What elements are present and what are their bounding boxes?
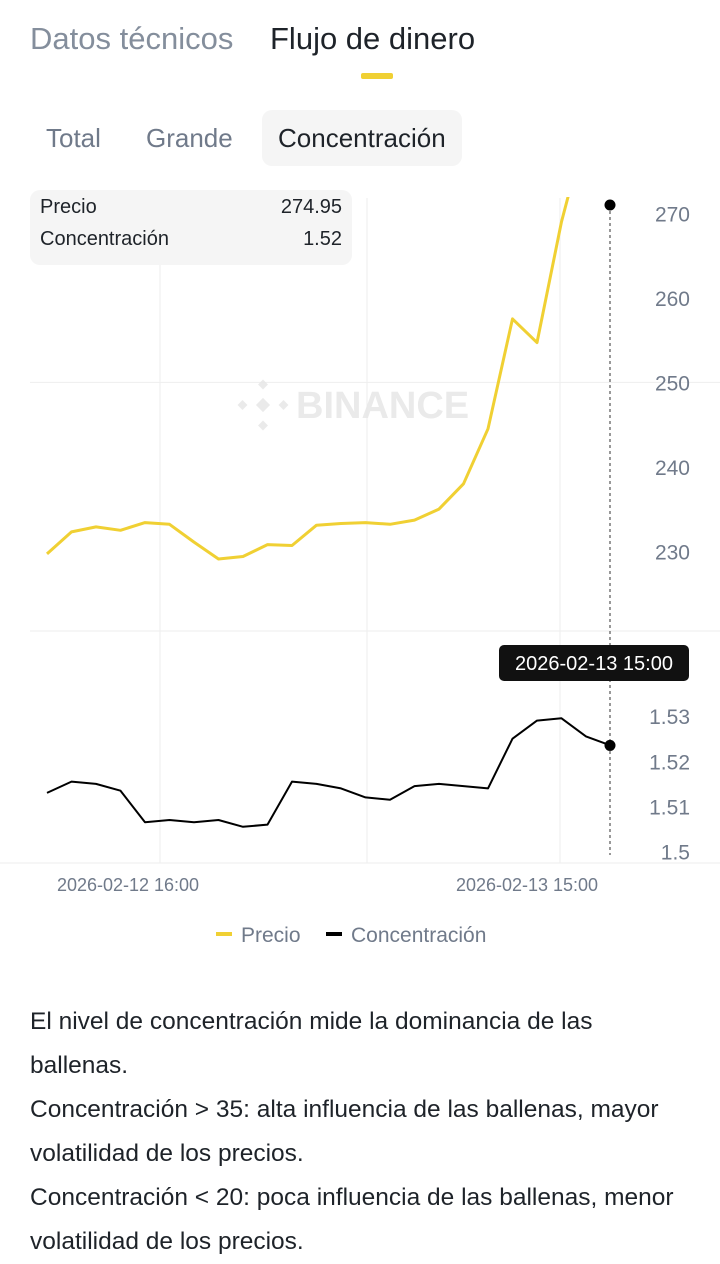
x-tick-label: 2026-02-12 16:00 [57, 875, 199, 895]
tooltip-price-row: Precio 274.95 [40, 194, 342, 220]
concentration-y-tick-label: 1.5 [661, 842, 690, 865]
tooltip-concentration-label: Concentración [40, 228, 169, 250]
data-tooltip: Precio 274.95 Concentración 1.52 [30, 190, 352, 265]
description-line-1: El nivel de concentración mide la domina… [30, 1008, 593, 1079]
price-cursor-dot [604, 199, 616, 211]
tooltip-price-value: 274.95 [280, 196, 342, 218]
concentration-y-tick-label: 1.52 [649, 751, 690, 774]
subtab-grande[interactable]: Grande [146, 123, 233, 153]
tab-datos-tecnicos[interactable]: Datos técnicos [30, 21, 234, 56]
price-y-tick-label: 250 [655, 372, 690, 395]
tab-flujo-de-dinero[interactable]: Flujo de dinero [270, 21, 476, 56]
legend-concentration-label: Concentración [351, 924, 487, 947]
top-tab-bar: Datos técnicos Flujo de dinero [0, 0, 720, 90]
concentration-y-tick-label: 1.53 [649, 706, 690, 729]
concentration-series-line [46, 717, 611, 828]
legend-item-price[interactable]: Precio [216, 922, 301, 950]
concentration-description: El nivel de concentración mide la domina… [30, 1000, 690, 1264]
price-y-tick-label: 270 [655, 203, 690, 226]
tooltip-price-label: Precio [40, 196, 97, 218]
chart-legend: Precio Concentración [0, 922, 720, 952]
legend-item-concentration[interactable]: Concentración [326, 922, 486, 950]
tooltip-concentration-value: 1.52 [303, 228, 342, 250]
active-tab-indicator [361, 73, 393, 79]
watermark-text: BINANCE [296, 385, 469, 427]
description-line-3: Concentración < 20: poca influencia de l… [30, 1184, 674, 1255]
price-y-tick-label: 260 [655, 288, 690, 311]
legend-concentration-swatch [326, 932, 342, 937]
legend-price-swatch [216, 932, 232, 937]
concentration-y-tick-label: 1.51 [649, 797, 690, 820]
description-line-2: Concentración > 35: alta influencia de l… [30, 1096, 659, 1167]
price-concentration-chart[interactable]: BINANCE 230 240 250 260 270 1.5 1.51 1.52 1.53 20… [0, 180, 720, 900]
binance-watermark: BINANCE [237, 379, 469, 431]
price-series-line [45, 197, 570, 561]
crosshair-time-badge [499, 645, 689, 681]
subtab-total[interactable]: Total [46, 123, 101, 153]
subtab-concentracion[interactable]: Concentración [262, 110, 462, 166]
legend-price-label: Precio [241, 924, 301, 947]
x-tick-label: 2026-02-13 15:00 [456, 875, 598, 895]
crosshair-time-label: 2026-02-13 15:00 [515, 653, 673, 675]
concentration-cursor-dot [604, 739, 616, 751]
tooltip-concentration-row: Concentración 1.52 [40, 226, 342, 252]
price-y-tick-label: 230 [655, 541, 690, 564]
price-y-tick-label: 240 [655, 457, 690, 480]
